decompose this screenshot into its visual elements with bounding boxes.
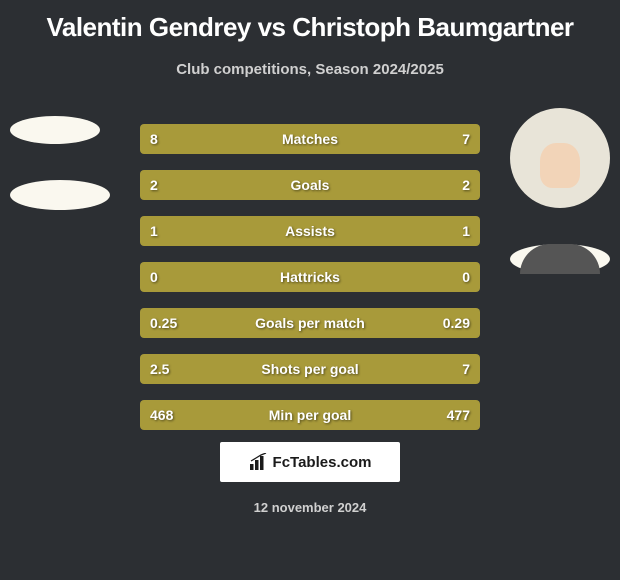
stat-bar-right: [310, 170, 480, 200]
stat-row: 2 2 Goals: [140, 170, 480, 200]
chart-icon: [249, 453, 269, 471]
stat-row: 468 477 Min per goal: [140, 400, 480, 430]
page-title: Valentin Gendrey vs Christoph Baumgartne…: [0, 0, 620, 43]
date-text: 12 november 2024: [254, 500, 367, 515]
stat-value-left: 2.5: [150, 361, 169, 377]
stat-value-right: 1: [462, 223, 470, 239]
stat-label: Goals: [291, 177, 330, 193]
stat-value-left: 2: [150, 177, 158, 193]
stat-row: 0 0 Hattricks: [140, 262, 480, 292]
stat-label: Shots per goal: [261, 361, 358, 377]
stat-value-right: 2: [462, 177, 470, 193]
stat-bar-left: [140, 170, 310, 200]
stat-value-left: 1: [150, 223, 158, 239]
subtitle: Club competitions, Season 2024/2025: [0, 61, 620, 78]
branding-box: FcTables.com: [220, 442, 400, 482]
stat-value-right: 0: [462, 269, 470, 285]
stat-value-right: 0.29: [443, 315, 470, 331]
stat-label: Goals per match: [255, 315, 365, 331]
branding-text: FcTables.com: [273, 454, 372, 471]
stat-label: Matches: [282, 131, 338, 147]
stat-bar-right: [320, 124, 480, 154]
player-left-avatar-block: [10, 108, 110, 210]
stat-value-left: 0.25: [150, 315, 177, 331]
stats-container: 8 7 Matches 2 2 Goals 1 1 Assists 0 0 Hattricks 0.25…: [140, 124, 480, 446]
stat-label: Min per goal: [269, 407, 351, 423]
player-right-avatar-block: [510, 108, 610, 274]
stat-value-right: 7: [462, 131, 470, 147]
stat-row: 0.25 0.29 Goals per match: [140, 308, 480, 338]
stat-row: 1 1 Assists: [140, 216, 480, 246]
avatar-left-oval-bottom: [10, 180, 110, 210]
stat-value-left: 0: [150, 269, 158, 285]
stat-label: Assists: [285, 223, 335, 239]
stat-value-left: 8: [150, 131, 158, 147]
stat-row: 8 7 Matches: [140, 124, 480, 154]
avatar-left-oval-top: [10, 116, 100, 144]
stat-value-left: 468: [150, 407, 173, 423]
stat-value-right: 477: [447, 407, 470, 423]
stat-row: 2.5 7 Shots per goal: [140, 354, 480, 384]
stat-bar-right: [310, 216, 480, 246]
stat-value-right: 7: [462, 361, 470, 377]
stat-label: Hattricks: [280, 269, 340, 285]
player-right-avatar: [510, 108, 610, 208]
